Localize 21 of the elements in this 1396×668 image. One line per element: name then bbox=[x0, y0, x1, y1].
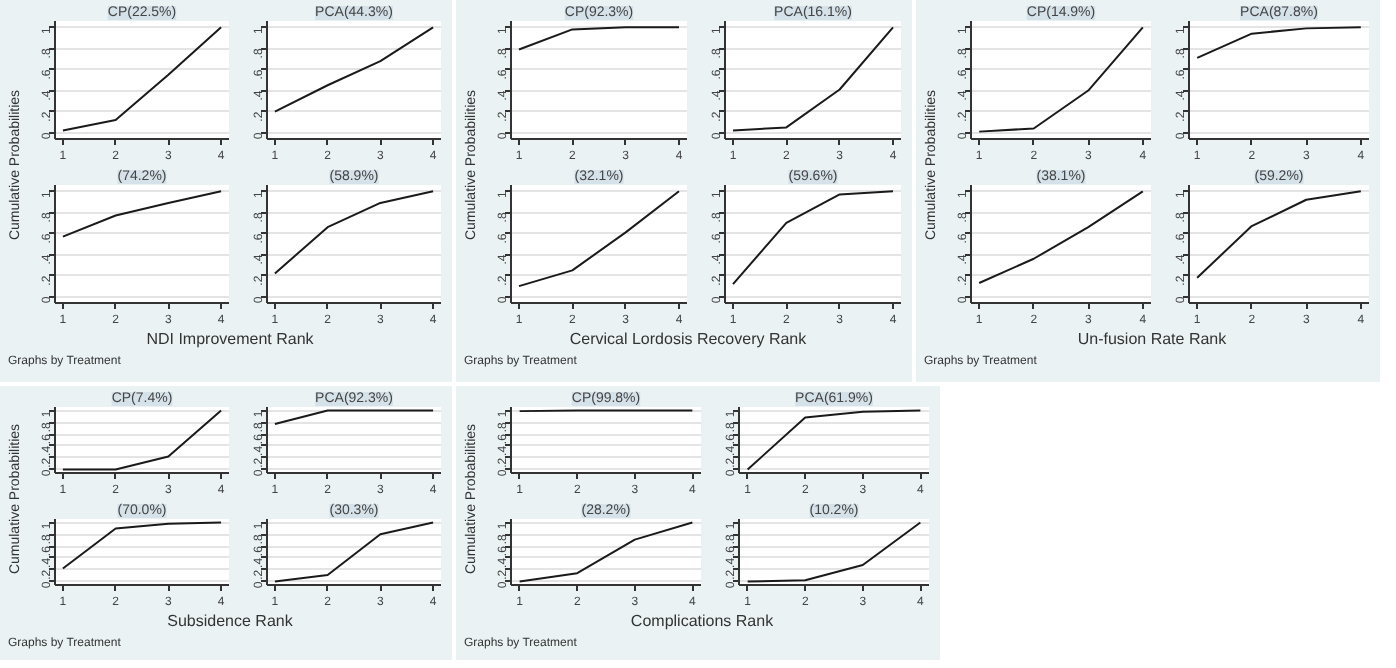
line-series bbox=[273, 521, 435, 583]
line-series bbox=[518, 190, 680, 288]
line-series bbox=[732, 26, 894, 132]
line-series bbox=[518, 521, 694, 583]
line-series bbox=[746, 521, 922, 583]
line-series bbox=[978, 26, 1144, 133]
line-series bbox=[1196, 26, 1362, 59]
line-series bbox=[61, 26, 223, 132]
x-axis-title: NDI Improvement Rank bbox=[146, 328, 314, 351]
line-series bbox=[273, 26, 435, 113]
x-axis-title: Subsidence Rank bbox=[167, 610, 293, 633]
line-series bbox=[1196, 190, 1362, 279]
line-series bbox=[732, 190, 894, 286]
x-axis-title: Cervical Lordosis Recovery Rank bbox=[569, 328, 807, 351]
line-series bbox=[978, 190, 1144, 284]
line-series bbox=[61, 190, 223, 238]
line-series bbox=[746, 409, 922, 471]
x-axis-title: Complications Rank bbox=[630, 610, 774, 633]
x-axis-title: Un-fusion Rate Rank bbox=[1077, 328, 1227, 351]
line-series bbox=[273, 190, 435, 275]
line-series bbox=[61, 521, 223, 570]
